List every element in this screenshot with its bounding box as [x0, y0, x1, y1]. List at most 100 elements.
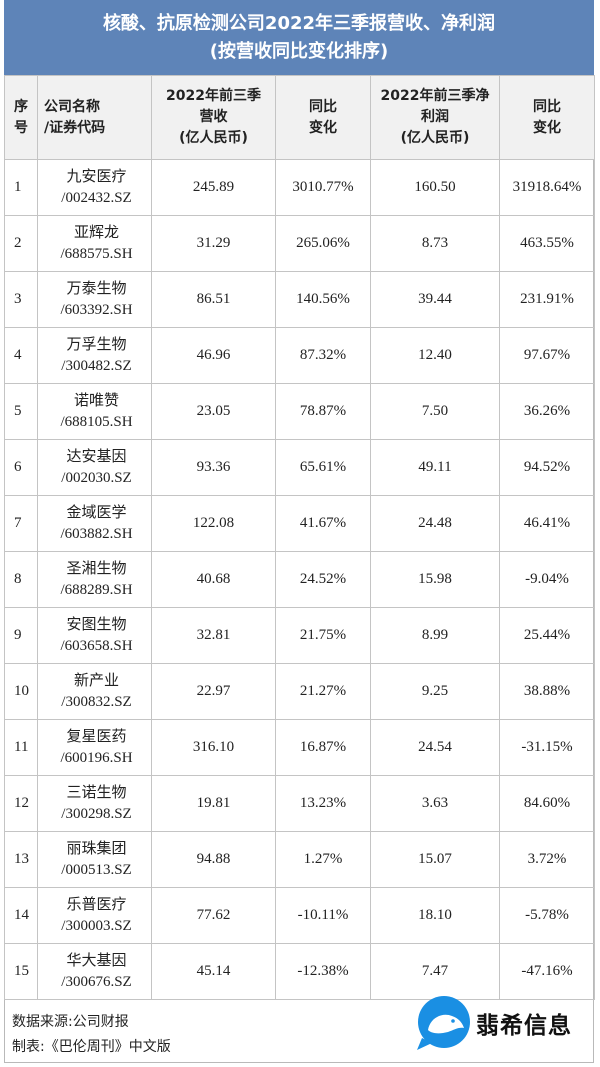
profit-yoy-cell: 46.41% — [499, 495, 595, 552]
revenue-yoy-cell: 78.87% — [275, 383, 371, 440]
stock-code: /300003.SZ — [61, 917, 132, 934]
row-index: 7 — [4, 495, 38, 552]
revenue-cell: 31.29 — [151, 215, 276, 272]
profit-yoy-cell: 231.91% — [499, 271, 595, 328]
company-name: 诺唯赞 — [73, 392, 119, 409]
row-index: 4 — [4, 327, 38, 384]
profit-yoy-cell: -9.04% — [499, 551, 595, 608]
company-name: 乐普医疗 — [66, 896, 127, 913]
row-index: 5 — [4, 383, 38, 440]
stock-code: /300832.SZ — [61, 693, 132, 710]
revenue-cell: 77.62 — [151, 887, 276, 944]
header-index: 序 号 — [4, 75, 38, 160]
revenue-cell: 94.88 — [151, 831, 276, 888]
revenue-cell: 86.51 — [151, 271, 276, 328]
revenue-yoy-cell: 21.27% — [275, 663, 371, 720]
row-index: 2 — [4, 215, 38, 272]
profit-yoy-cell: 463.55% — [499, 215, 595, 272]
profit-cell: 3.63 — [370, 775, 500, 832]
profit-cell: 18.10 — [370, 887, 500, 944]
row-index: 14 — [4, 887, 38, 944]
company-name: 安图生物 — [66, 616, 127, 633]
company-name: 九安医疗 — [66, 168, 127, 185]
profit-cell: 12.40 — [370, 327, 500, 384]
profit-yoy-cell: 25.44% — [499, 607, 595, 664]
profit-yoy-cell: -31.15% — [499, 719, 595, 776]
header-profit: 2022年前三季净 利润 (亿人民币) — [370, 75, 500, 160]
table-row: 9 安图生物/603658.SH 32.81 21.75% 8.99 25.44% — [4, 607, 595, 664]
company-cell: 新产业/300832.SZ — [37, 663, 152, 720]
revenue-yoy-cell: -12.38% — [275, 943, 371, 1000]
revenue-cell: 122.08 — [151, 495, 276, 552]
company-name: 达安基因 — [66, 448, 127, 465]
profit-yoy-cell: 38.88% — [499, 663, 595, 720]
profit-cell: 24.48 — [370, 495, 500, 552]
profit-cell: 15.07 — [370, 831, 500, 888]
table-row: 13 丽珠集团/000513.SZ 94.88 1.27% 15.07 3.72% — [4, 831, 595, 888]
revenue-cell: 45.14 — [151, 943, 276, 1000]
profit-yoy-cell: -47.16% — [499, 943, 595, 1000]
company-name: 丽珠集团 — [66, 840, 127, 857]
title-line-1: 核酸、抗原检测公司2022年三季报营收、净利润 — [102, 12, 496, 34]
stock-code: /002432.SZ — [61, 189, 132, 206]
stock-code: /002030.SZ — [61, 469, 132, 486]
revenue-yoy-cell: 13.23% — [275, 775, 371, 832]
table-row: 5 诺唯赞/688105.SH 23.05 78.87% 7.50 36.26% — [4, 383, 595, 440]
company-cell: 万孚生物/300482.SZ — [37, 327, 152, 384]
revenue-yoy-cell: 1.27% — [275, 831, 371, 888]
watermark-text: 翡希信息 — [476, 1013, 572, 1039]
revenue-cell: 93.36 — [151, 439, 276, 496]
company-name: 新产业 — [73, 672, 119, 689]
stock-code: /603392.SH — [60, 301, 133, 318]
table-row: 15 华大基因/300676.SZ 45.14 -12.38% 7.47 -47.16% — [4, 943, 595, 1000]
row-index: 15 — [4, 943, 38, 1000]
revenue-cell: 32.81 — [151, 607, 276, 664]
revenue-yoy-cell: 3010.77% — [275, 159, 371, 216]
company-cell: 丽珠集团/000513.SZ — [37, 831, 152, 888]
stock-code: /688575.SH — [60, 245, 133, 262]
company-cell: 达安基因/002030.SZ — [37, 439, 152, 496]
company-cell: 复星医药/600196.SH — [37, 719, 152, 776]
stock-code: /688105.SH — [60, 413, 133, 430]
row-index: 11 — [4, 719, 38, 776]
revenue-cell: 245.89 — [151, 159, 276, 216]
company-name: 圣湘生物 — [66, 560, 127, 577]
table-row: 14 乐普医疗/300003.SZ 77.62 -10.11% 18.10 -5.78% — [4, 887, 595, 944]
stock-code: /603882.SH — [60, 525, 133, 542]
stock-code: /600196.SH — [60, 749, 133, 766]
table-row: 8 圣湘生物/688289.SH 40.68 24.52% 15.98 -9.04% — [4, 551, 595, 608]
revenue-yoy-cell: 87.32% — [275, 327, 371, 384]
table-row: 11 复星医药/600196.SH 316.10 16.87% 24.54 -31.15% — [4, 719, 595, 776]
title-line-2: (按营收同比变化排序) — [209, 40, 389, 62]
company-cell: 三诺生物/300298.SZ — [37, 775, 152, 832]
profit-yoy-cell: 31918.64% — [499, 159, 595, 216]
table-credit-note: 制表:《巴伦周刊》中文版 — [12, 1039, 171, 1055]
profit-cell: 39.44 — [370, 271, 500, 328]
table-body: 1 九安医疗/002432.SZ 245.89 3010.77% 160.50 31918… — [4, 159, 595, 1000]
company-name: 亚辉龙 — [73, 224, 119, 241]
stock-code: /300482.SZ — [61, 357, 132, 374]
table-footer: 数据来源:公司财报 制表:《巴伦周刊》中文版 — [4, 1000, 594, 1063]
company-cell: 诺唯赞/688105.SH — [37, 383, 152, 440]
revenue-cell: 46.96 — [151, 327, 276, 384]
watermark-logo: 翡希信息 — [414, 992, 584, 1058]
header-profit-yoy: 同比 变化 — [499, 75, 595, 160]
revenue-yoy-cell: 140.56% — [275, 271, 371, 328]
company-table: 序 号 公司名称 /证券代码 2022年前三季 营收 (亿人民币) 同比 变化 … — [4, 75, 595, 1000]
stock-code: /000513.SZ — [61, 861, 132, 878]
revenue-yoy-cell: 65.61% — [275, 439, 371, 496]
profit-yoy-cell: 84.60% — [499, 775, 595, 832]
header-revenue-yoy: 同比 变化 — [275, 75, 371, 160]
profit-cell: 160.50 — [370, 159, 500, 216]
revenue-yoy-cell: 16.87% — [275, 719, 371, 776]
revenue-cell: 23.05 — [151, 383, 276, 440]
row-index: 10 — [4, 663, 38, 720]
table-row: 7 金域医学/603882.SH 122.08 41.67% 24.48 46.41% — [4, 495, 595, 552]
table-title: 核酸、抗原检测公司2022年三季报营收、净利润 (按营收同比变化排序) — [4, 0, 594, 75]
profit-cell: 8.73 — [370, 215, 500, 272]
profit-cell: 24.54 — [370, 719, 500, 776]
header-company: 公司名称 /证券代码 — [37, 75, 152, 160]
company-cell: 华大基因/300676.SZ — [37, 943, 152, 1000]
profit-cell: 8.99 — [370, 607, 500, 664]
table-row: 12 三诺生物/300298.SZ 19.81 13.23% 3.63 84.60% — [4, 775, 595, 832]
